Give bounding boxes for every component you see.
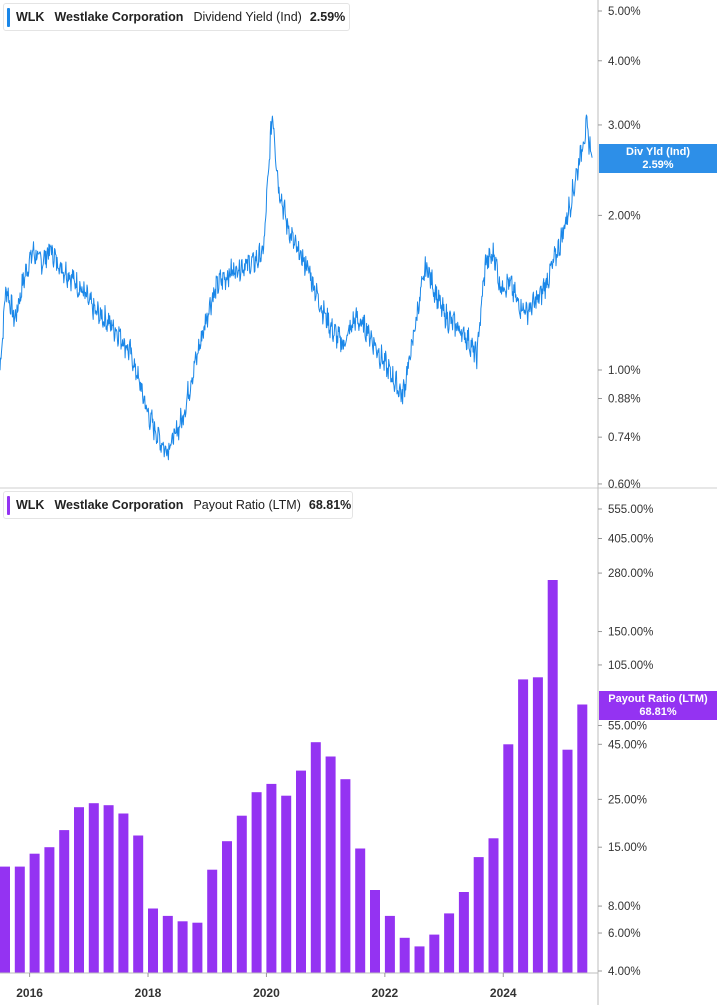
legend-dividend-yield: WLK Westlake Corporation Dividend Yield … <box>3 3 350 31</box>
legend-ticker: WLK <box>16 10 45 24</box>
payout-ratio-bar <box>562 749 573 973</box>
y-tick-label: 15.00% <box>608 842 647 854</box>
y-tick-label: 1.00% <box>608 365 641 377</box>
payout-ratio-bar <box>266 783 277 973</box>
payout-ratio-bar <box>0 866 10 973</box>
payout-ratio-bar <box>296 770 306 973</box>
legend-metric: Dividend Yield (Ind) <box>193 10 302 24</box>
legend-value: 68.81% <box>308 498 352 512</box>
y-tick-label: 2.00% <box>608 210 641 222</box>
x-tick-label: 2020 <box>253 986 280 1000</box>
payout-ratio-bar <box>148 908 158 973</box>
legend-company: Westlake Corporation <box>54 10 184 24</box>
payout-ratio-bar <box>44 847 55 973</box>
payout-ratio-bar <box>14 866 25 973</box>
y-tick-label: 150.00% <box>608 627 653 639</box>
payout-ratio-bar <box>310 742 321 973</box>
legend-company: Westlake Corporation <box>54 498 184 512</box>
payout-ratio-bar <box>458 892 469 973</box>
legend-ticker: WLK <box>16 498 45 512</box>
last-value-tag-dividend-yield: Div Yld (Ind) 2.59% <box>599 144 717 173</box>
payout-ratio-bar <box>325 756 336 973</box>
payout-ratio-bar <box>177 921 188 973</box>
y-tick-label: 405.00% <box>608 534 653 546</box>
payout-ratio-bar <box>74 807 84 973</box>
x-tick-label: 2018 <box>135 986 162 1000</box>
y-tick-label: 0.74% <box>608 432 641 444</box>
payout-ratio-bar <box>118 813 129 973</box>
payout-ratio-bar <box>384 915 395 973</box>
y-tick-label: 0.60% <box>608 479 641 491</box>
tag-label: Div Yld (Ind) <box>626 146 690 158</box>
y-tick-label: 5.00% <box>608 6 641 18</box>
y-tick-label: 0.88% <box>608 394 641 406</box>
payout-ratio-bar <box>88 803 99 973</box>
payout-ratio-bar <box>59 830 70 973</box>
payout-ratio-bar <box>133 835 144 973</box>
y-tick-label: 4.00% <box>608 966 641 978</box>
y-tick-label: 4.00% <box>608 56 641 68</box>
x-tick-label: 2016 <box>16 986 43 1000</box>
payout-ratio-bar <box>222 841 232 973</box>
legend-metric: Payout Ratio (LTM) <box>193 498 301 512</box>
y-tick-label: 25.00% <box>608 794 647 806</box>
y-tick-label: 105.00% <box>608 660 653 672</box>
payout-ratio-bar <box>444 913 455 973</box>
payout-ratio-bar <box>577 704 588 973</box>
payout-ratio-bar <box>29 853 40 973</box>
payout-ratio-bar <box>162 915 173 973</box>
payout-ratio-bar <box>518 679 529 973</box>
y-tick-label: 55.00% <box>608 721 647 733</box>
payout-ratio-bar <box>532 677 543 973</box>
y-tick-label: 8.00% <box>608 901 641 913</box>
payout-ratio-bar <box>340 779 351 973</box>
last-value-tag-payout-ratio: Payout Ratio (LTM) 68.81% <box>599 691 717 720</box>
tag-value: 2.59% <box>642 159 674 171</box>
tag-value: 68.81% <box>639 706 677 718</box>
y-tick-label: 3.00% <box>608 120 641 132</box>
payout-ratio-bar <box>414 946 425 973</box>
payout-ratio-bar <box>251 792 262 973</box>
legend-payout-ratio: WLK Westlake Corporation Payout Ratio (L… <box>3 491 353 519</box>
x-tick-label: 2022 <box>371 986 398 1000</box>
payout-ratio-bar <box>355 848 366 973</box>
legend-swatch-blue <box>7 8 10 27</box>
payout-ratio-bar <box>192 922 203 973</box>
payout-ratio-bar <box>236 815 247 973</box>
y-tick-label: 6.00% <box>608 928 641 940</box>
dividend-yield-line <box>0 114 593 461</box>
legend-swatch-purple <box>7 496 10 515</box>
payout-ratio-bar <box>103 805 114 973</box>
payout-ratio-bar <box>473 857 484 973</box>
y-tick-label: 45.00% <box>608 739 647 751</box>
payout-ratio-bar <box>370 890 380 973</box>
y-tick-label: 555.00% <box>608 504 653 516</box>
payout-ratio-bar <box>207 869 218 973</box>
legend-value: 2.59% <box>309 10 346 24</box>
tag-label: Payout Ratio (LTM) <box>608 693 708 705</box>
payout-ratio-bar <box>488 838 499 973</box>
payout-ratio-bar <box>281 795 292 973</box>
payout-ratio-bar <box>429 934 440 973</box>
x-tick-label: 2024 <box>490 986 517 1000</box>
y-tick-label: 280.00% <box>608 568 653 580</box>
payout-ratio-bar <box>547 580 558 973</box>
payout-ratio-bar <box>503 744 514 973</box>
payout-ratio-bar <box>399 937 410 973</box>
